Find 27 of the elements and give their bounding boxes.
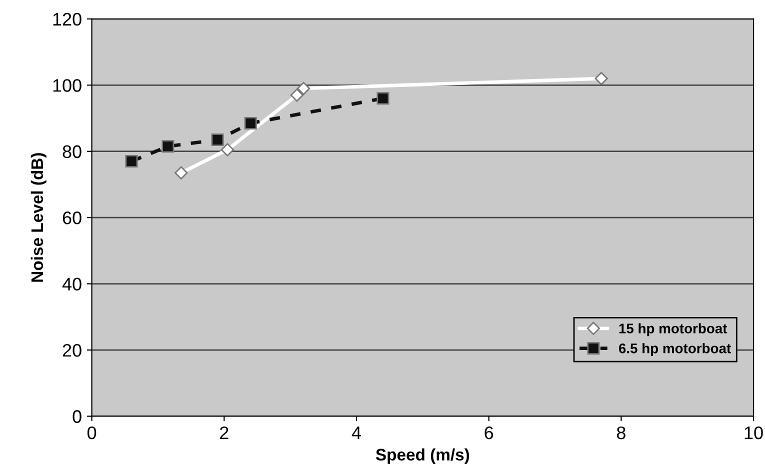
point [376, 92, 390, 105]
legend-label: 6.5 hp motorboat [618, 343, 731, 356]
point [211, 134, 224, 146]
y-axis-title: Noise Level (dB) [30, 153, 46, 282]
y-tick-label: 100 [53, 79, 82, 92]
point [296, 82, 310, 96]
y-tick-label: 80 [62, 145, 82, 158]
point [594, 72, 608, 86]
point [162, 140, 174, 153]
x-tick-label: 0 [87, 426, 96, 440]
y-tick-label: 0 [72, 410, 82, 423]
x-tick-label: 6 [484, 426, 494, 440]
point [125, 155, 138, 168]
point [220, 143, 234, 156]
x-tick-label: 2 [220, 426, 228, 440]
x-tick-label: 4 [352, 426, 361, 440]
legend-label: 15 hp motorboat [619, 323, 728, 336]
point [244, 116, 257, 130]
y-tick-label: 60 [62, 212, 82, 224]
point [174, 166, 188, 180]
y-tick-label: 120 [53, 12, 82, 26]
point [290, 88, 304, 102]
y-tick-label: 40 [62, 278, 82, 291]
y-tick-label: 20 [62, 344, 82, 357]
x-axis-title: Speed (m/s) [376, 448, 470, 464]
x-tick-label: 10 [744, 426, 763, 440]
x-tick-label: 8 [616, 426, 626, 440]
